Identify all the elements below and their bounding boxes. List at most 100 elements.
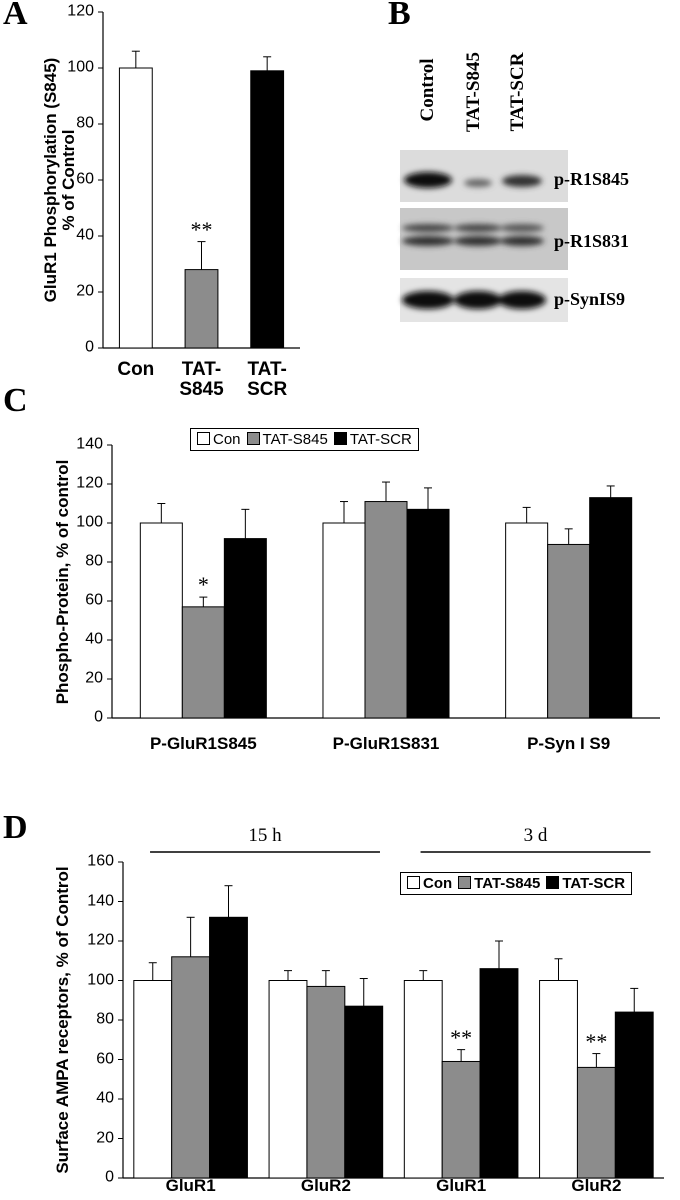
y-tick-label: 40 (85, 630, 103, 648)
y-tick-label: 60 (76, 170, 94, 188)
y-tick-label: 20 (85, 669, 103, 687)
bar (133, 980, 173, 1179)
y-tick-label: 100 (87, 971, 114, 989)
y-tick-label: 100 (67, 58, 94, 76)
x-tick-label: GluR1 (165, 1176, 216, 1195)
band-label: p-R1S831 (554, 231, 630, 251)
lane-label: TAT-S845 (463, 52, 485, 132)
bar (181, 606, 225, 719)
y-axis-label: Surface AMPA receptors, % of Control (53, 866, 73, 1174)
significance-label: ** (450, 1024, 473, 1050)
band-label: p-R1S845 (554, 169, 630, 189)
legend-swatch (197, 432, 210, 445)
y-tick-label: 20 (96, 1129, 114, 1147)
bar (344, 1005, 384, 1179)
x-tick-label: TAT- S845 (179, 359, 224, 400)
y-tick-label: 80 (96, 1010, 114, 1028)
legend-item: TAT-SCR (333, 431, 412, 448)
y-tick-label: 0 (105, 1168, 114, 1186)
bar (441, 1060, 481, 1179)
legend-label: TAT-SCR (562, 875, 626, 892)
lane-label: Control (417, 58, 439, 122)
legend-swatch (407, 876, 420, 889)
significance-label: ** (190, 216, 213, 242)
y-tick-label: 120 (87, 931, 114, 949)
legend-swatch (458, 876, 472, 889)
y-tick-label: 40 (96, 1089, 114, 1107)
legend-label: Con (423, 875, 453, 892)
significance-label: ** (585, 1028, 608, 1054)
bar (322, 522, 366, 719)
y-tick-label: 0 (94, 708, 103, 726)
panel-letter: A (3, 0, 28, 32)
bar (306, 985, 346, 1179)
y-tick-label: 20 (76, 282, 94, 300)
bar (505, 522, 549, 719)
bar (479, 968, 519, 1179)
x-tick-label: TAT- SCR (247, 359, 288, 400)
legend-item: TAT-S845 (458, 875, 540, 892)
bar (403, 980, 443, 1179)
legend-item: TAT-S845 (246, 431, 328, 448)
y-tick-label: 120 (76, 474, 103, 492)
bar (547, 543, 591, 719)
bar (589, 497, 633, 719)
legend-item: Con (407, 875, 452, 892)
y-axis-label: Phospho-Protein, % of control (53, 459, 73, 704)
x-tick-label: Con (117, 359, 155, 380)
bar (614, 1011, 654, 1179)
bar (364, 501, 408, 719)
x-tick-label: GluR2 (571, 1176, 622, 1195)
legend-swatch (246, 432, 260, 445)
legend: Con TAT-S845 TAT-SCR (190, 428, 419, 451)
y-axis-label: GluR1 Phosphorylation (S845) % of Contro… (41, 57, 78, 303)
x-tick-label: P-Syn I S9 (527, 734, 611, 753)
bar (118, 67, 153, 349)
y-tick-label: 80 (85, 552, 103, 570)
legend-label: Con (213, 431, 241, 448)
y-tick-label: 140 (87, 892, 114, 910)
significance-label: * (197, 572, 209, 597)
y-tick-label: 60 (96, 1050, 114, 1068)
bar (250, 70, 285, 349)
western-blot (400, 150, 568, 322)
bar (209, 916, 248, 1179)
bar (576, 1066, 616, 1179)
y-tick-label: 0 (85, 338, 94, 356)
legend-label: TAT-S845 (262, 431, 328, 448)
x-tick-label: P-GluR1S845 (149, 734, 257, 753)
legend-swatch (546, 876, 560, 889)
panel-letter: C (3, 382, 28, 419)
legend: Con TAT-S845 TAT-SCR (400, 872, 633, 895)
y-tick-label: 40 (76, 226, 94, 244)
y-tick-label: 160 (87, 852, 114, 870)
x-tick-label: GluR2 (300, 1176, 351, 1195)
panel-letter: B (388, 0, 411, 32)
panel-letter: D (3, 809, 28, 846)
group-label: 3 d (523, 825, 548, 847)
legend-item: TAT-SCR (546, 875, 625, 892)
legend-item: Con (197, 431, 241, 448)
x-tick-label: P-GluR1S831 (332, 734, 440, 753)
bar (184, 269, 219, 349)
y-tick-label: 80 (76, 114, 94, 132)
bar (171, 956, 211, 1179)
legend-label: TAT-SCR (349, 431, 412, 448)
bar (539, 980, 578, 1179)
group-label: 15 h (248, 825, 282, 847)
x-tick-label: GluR1 (436, 1176, 487, 1195)
legend-label: TAT-S845 (474, 875, 541, 892)
bar (223, 538, 267, 719)
legend-swatch (333, 432, 347, 445)
y-tick-label: 120 (67, 2, 94, 20)
band-label: p-SynIS9 (554, 289, 626, 309)
bar (406, 508, 450, 719)
y-tick-label: 60 (85, 591, 103, 609)
y-tick-label: 100 (76, 513, 103, 531)
y-tick-label: 140 (76, 435, 103, 453)
bar (268, 980, 308, 1179)
lane-label: TAT-SCR (507, 52, 529, 132)
bar (139, 522, 183, 719)
